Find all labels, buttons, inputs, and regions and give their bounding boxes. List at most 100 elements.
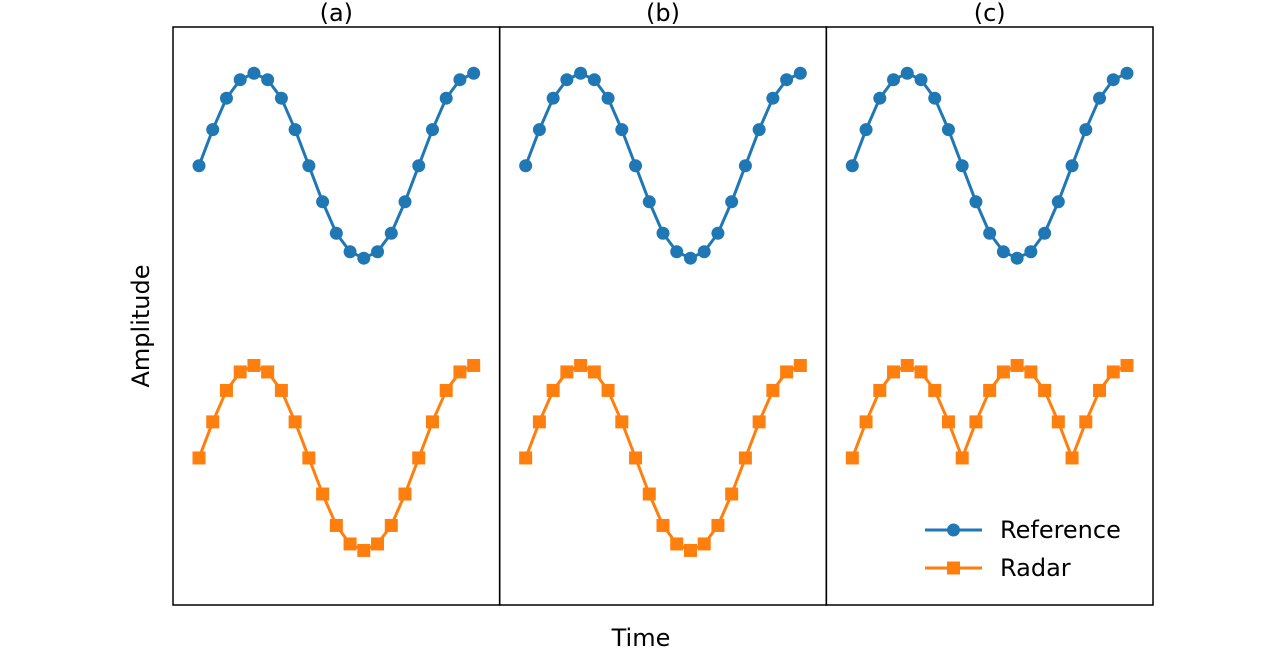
reference-series-point xyxy=(601,91,615,105)
reference-series-point xyxy=(1024,245,1038,259)
radar-series-point xyxy=(343,537,357,551)
panels-layer: (a) (b) (c) xyxy=(172,0,1154,606)
reference-series-point xyxy=(629,159,643,173)
radar-series-point xyxy=(261,365,275,379)
reference-series-point xyxy=(683,251,697,265)
radar-series-point xyxy=(738,451,752,465)
reference-series-point xyxy=(371,245,385,259)
radar-series-point xyxy=(425,415,439,429)
reference-series-point xyxy=(725,195,739,209)
legend-marker xyxy=(947,523,960,537)
radar-series-point xyxy=(412,451,426,465)
reference-series-point xyxy=(845,159,859,173)
radar-series-point xyxy=(519,451,533,465)
radar-series-point xyxy=(914,365,928,379)
radar-series-point xyxy=(453,365,467,379)
radar-series-point xyxy=(371,537,385,551)
radar-series-point xyxy=(1010,358,1024,372)
legend-label: Radar xyxy=(1000,554,1071,582)
radar-series-point xyxy=(1106,365,1120,379)
radar-series-point xyxy=(1120,358,1134,372)
radar-series-point xyxy=(983,383,997,397)
legend: Reference Radar xyxy=(925,516,1121,582)
radar-series-point xyxy=(670,537,684,551)
reference-series xyxy=(845,66,1134,265)
reference-series-point xyxy=(697,245,711,259)
radar-series-point xyxy=(467,358,481,372)
radar-series-point xyxy=(560,365,574,379)
reference-series-point xyxy=(574,66,588,80)
reference-series-point xyxy=(192,159,206,173)
reference-series-point xyxy=(873,91,887,105)
reference-series-point xyxy=(247,66,261,80)
legend-marker xyxy=(947,561,960,575)
radar-series-point xyxy=(316,487,330,501)
reference-series-point xyxy=(642,195,656,209)
reference-series-point xyxy=(412,159,426,173)
reference-series-point xyxy=(711,226,725,240)
radar-series-point xyxy=(384,518,398,532)
panel-frame xyxy=(172,26,501,606)
reference-series-point xyxy=(519,159,533,173)
reference-series-point xyxy=(1038,226,1052,240)
radar-series-point xyxy=(941,415,955,429)
radar-series-line xyxy=(850,363,1128,460)
reference-series-point xyxy=(384,226,398,240)
radar-series-point xyxy=(859,415,873,429)
radar-series-point xyxy=(900,358,914,372)
reference-series-point xyxy=(738,159,752,173)
x-axis-title: Time xyxy=(611,624,671,650)
reference-series-point xyxy=(914,73,928,87)
reference-series-point xyxy=(261,73,275,87)
reference-series-point xyxy=(467,66,481,80)
panel-c: (c) xyxy=(825,0,1154,606)
radar-series-point xyxy=(996,365,1010,379)
reference-series-point xyxy=(766,91,780,105)
reference-series-point xyxy=(1093,91,1107,105)
radar-series-point xyxy=(1038,383,1052,397)
reference-series-point xyxy=(887,73,901,87)
radar-series-point xyxy=(439,383,453,397)
reference-series-point xyxy=(900,66,914,80)
radar-series-point xyxy=(219,383,233,397)
reference-series xyxy=(519,66,807,265)
reference-series-point xyxy=(670,245,684,259)
reference-series-point xyxy=(1065,159,1079,173)
radar-series-point xyxy=(1051,415,1065,429)
radar-series-point xyxy=(793,358,807,372)
radar-series-point xyxy=(601,383,615,397)
panel-a: (a) xyxy=(172,0,501,606)
reference-series-point xyxy=(302,159,316,173)
reference-series-point xyxy=(1106,73,1120,87)
radar-series xyxy=(519,358,807,557)
reference-series-point xyxy=(398,195,412,209)
reference-series-point xyxy=(425,123,439,137)
reference-series-point xyxy=(656,226,670,240)
radar-series-point xyxy=(329,518,343,532)
radar-series-point xyxy=(233,365,247,379)
reference-series-point xyxy=(453,73,467,87)
reference-series-point xyxy=(1120,66,1134,80)
reference-series xyxy=(192,66,481,265)
radar-series-point xyxy=(247,358,261,372)
reference-series-point xyxy=(928,91,942,105)
reference-series-point xyxy=(587,73,601,87)
radar-series-point xyxy=(928,383,942,397)
panel-b: (b) xyxy=(498,0,828,606)
radar-series-point xyxy=(1079,415,1093,429)
radar-series-point xyxy=(629,451,643,465)
radar-series-point xyxy=(574,358,588,372)
panel-title: (b) xyxy=(646,0,680,27)
radar-series-point xyxy=(192,451,206,465)
reference-series-point xyxy=(329,226,343,240)
radar-series-point xyxy=(206,415,220,429)
reference-series-point xyxy=(357,251,371,265)
reference-series-point xyxy=(793,66,807,80)
radar-series-point xyxy=(955,451,969,465)
reference-series-point xyxy=(560,73,574,87)
radar-series-point xyxy=(887,365,901,379)
radar-series xyxy=(845,358,1134,465)
reference-series-point xyxy=(752,123,766,137)
radar-series-point xyxy=(546,383,560,397)
